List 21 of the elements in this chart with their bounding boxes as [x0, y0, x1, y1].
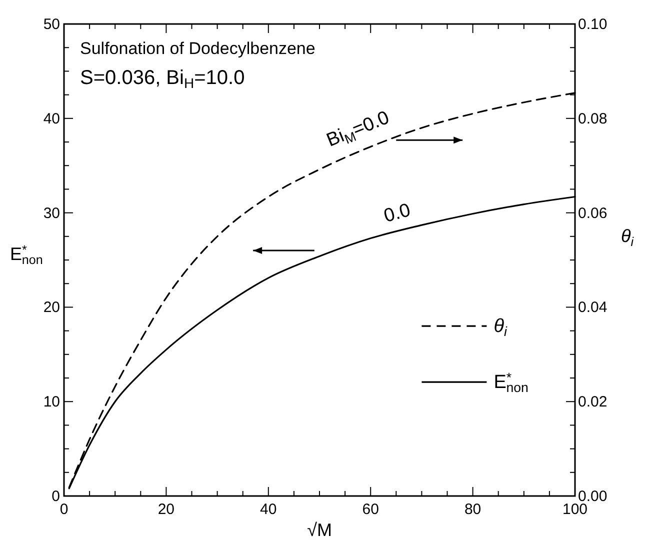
y2-tick-label: 0.06: [578, 204, 608, 222]
y2-tick-label: 0.04: [578, 299, 608, 316]
y-tick-label: 30: [43, 204, 60, 222]
legend-label: θ$_{i}$: [494, 316, 508, 339]
y2-tick-label: 0.02: [578, 394, 608, 411]
x-tick-label: 80: [464, 501, 482, 518]
y-tick-label: 40: [43, 110, 60, 128]
y-tick-label: 20: [43, 299, 60, 316]
y2-axis-title: θ$_{i}$: [621, 226, 635, 249]
x-tick-label: 60: [362, 501, 379, 518]
annotation: S=0.036, Bi$_{H}$=10.0: [80, 67, 245, 92]
y-tick-label: 0: [52, 488, 60, 505]
y-tick-label: 10: [43, 394, 60, 411]
x-tick-label: 20: [158, 501, 175, 518]
x-tick-label: 40: [260, 501, 277, 518]
y-tick-label: 50: [43, 16, 60, 33]
annotation: 0.0: [382, 200, 413, 228]
x-axis-title: √M: [307, 520, 332, 540]
y2-tick-label: 0.08: [578, 110, 608, 128]
annotation: Sulfonation of Dodecylbenzene: [80, 39, 316, 58]
y2-tick-label: 0.10: [578, 16, 608, 33]
